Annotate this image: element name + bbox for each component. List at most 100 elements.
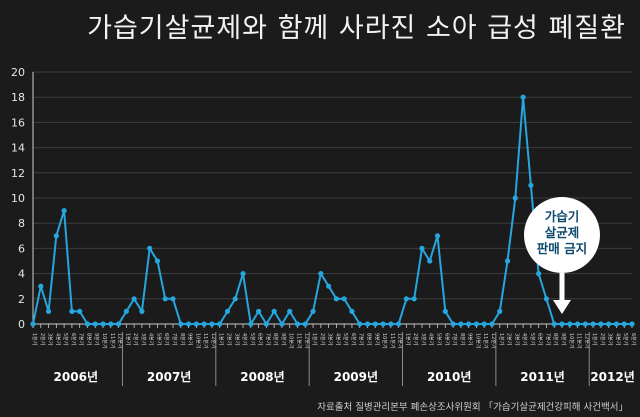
- x-month-label: 1분기: [311, 333, 318, 345]
- x-month-label: 5분기: [342, 333, 349, 345]
- data-point: [108, 321, 114, 327]
- data-point: [217, 321, 223, 327]
- x-month-label: 9분기: [560, 333, 567, 345]
- data-point: [115, 321, 122, 327]
- x-month-label: 5분기: [155, 333, 162, 345]
- x-month-label: 11분기: [576, 333, 583, 349]
- x-month-label: 2분기: [319, 333, 326, 345]
- x-month-label: 7분기: [78, 333, 85, 345]
- data-point: [38, 283, 44, 289]
- x-month-label: 10분기: [288, 333, 295, 349]
- data-point: [357, 321, 363, 327]
- x-month-label: 1분기: [124, 333, 131, 345]
- data-point: [341, 296, 347, 302]
- x-month-label: 3분기: [233, 333, 240, 345]
- data-point: [613, 321, 620, 327]
- data-point: [473, 321, 480, 327]
- data-point: [396, 321, 402, 327]
- data-point: [543, 296, 550, 302]
- x-month-label: 9분기: [373, 333, 380, 345]
- data-point: [458, 321, 464, 327]
- data-point: [403, 296, 410, 302]
- x-month-label: 7분기: [264, 333, 271, 345]
- data-point: [512, 195, 518, 201]
- data-point: [287, 308, 293, 314]
- data-point: [582, 321, 588, 327]
- data-point: [201, 321, 207, 327]
- x-month-label: 10분기: [568, 333, 575, 349]
- y-tick-label: 10: [11, 192, 25, 205]
- source-note: 자료출처 질병관리본부 폐손상조사위원회 「가습기살균제건강피해 사건백서」: [317, 402, 628, 413]
- y-tick-label: 12: [11, 167, 25, 180]
- x-month-label: 1분기: [218, 333, 225, 345]
- x-month-label: 7분기: [544, 333, 551, 345]
- x-month-label: 1분기: [404, 333, 411, 345]
- x-month-label: 8분기: [272, 333, 279, 345]
- x-month-label: 4분기: [521, 333, 528, 345]
- x-month-label: 3분기: [513, 333, 520, 345]
- data-point: [61, 208, 67, 214]
- y-tick-label: 0: [18, 318, 25, 331]
- year-label: 2010년: [427, 370, 471, 384]
- data-point: [178, 321, 184, 327]
- data-point: [30, 321, 36, 327]
- data-point: [45, 308, 52, 314]
- chart-title: 가습기살균제와 함께 사라진 소아 급성 폐질환: [87, 13, 626, 44]
- x-month-label: 10분기: [381, 333, 388, 349]
- data-point: [372, 321, 378, 327]
- x-month-label: 9분기: [187, 333, 194, 345]
- x-month-label: 12분기: [490, 333, 497, 349]
- y-tick-label: 2: [18, 293, 25, 306]
- data-point: [131, 296, 137, 302]
- x-month-label: 9분기: [93, 333, 100, 345]
- x-month-label: 10분기: [474, 333, 481, 349]
- x-month-label: 10분기: [194, 333, 201, 349]
- annotation-text: 살균제: [545, 225, 580, 240]
- x-month-label: 4분기: [148, 333, 155, 345]
- x-month-label: 6분기: [257, 333, 264, 345]
- data-point: [326, 283, 332, 289]
- x-month-label: 3분기: [47, 333, 54, 345]
- data-point: [154, 258, 161, 264]
- data-point: [590, 321, 596, 327]
- x-month-label: 8분기: [459, 333, 466, 345]
- x-month-label: 3분기: [140, 333, 147, 345]
- data-point: [434, 233, 441, 239]
- x-month-label: 11분기: [295, 333, 302, 349]
- year-label: 2009년: [334, 370, 378, 384]
- data-point: [520, 94, 526, 100]
- x-month-label: 12분기: [583, 333, 590, 349]
- data-point: [263, 321, 269, 327]
- year-label: 2008년: [240, 370, 284, 384]
- x-month-label: 2분기: [599, 333, 606, 345]
- annotation-arrow-head: [552, 300, 571, 314]
- data-point: [559, 321, 565, 327]
- data-point: [411, 296, 417, 302]
- x-month-label: 6분기: [70, 333, 77, 345]
- data-point: [528, 182, 534, 188]
- data-point: [248, 321, 254, 327]
- data-point: [53, 233, 59, 239]
- x-month-label: 8분기: [366, 333, 373, 345]
- data-point: [92, 321, 98, 327]
- data-point: [621, 321, 627, 327]
- data-point: [139, 308, 145, 314]
- data-point: [349, 308, 355, 314]
- x-month-label: 6분기: [630, 333, 637, 345]
- x-month-label: 6분기: [350, 333, 357, 345]
- x-month-label: 12분기: [397, 333, 404, 349]
- data-point: [279, 321, 285, 327]
- x-month-label: 2분기: [39, 333, 46, 345]
- data-point: [100, 321, 106, 327]
- year-label: 2011년: [520, 370, 564, 384]
- x-month-label: 10분기: [101, 333, 108, 349]
- x-month-label: 6분기: [163, 333, 170, 345]
- year-label: 2007년: [147, 370, 191, 384]
- x-month-label: 3분기: [420, 333, 427, 345]
- y-tick-label: 8: [18, 217, 25, 230]
- x-month-label: 3분기: [607, 333, 614, 345]
- data-point: [123, 308, 129, 314]
- x-month-label: 2분기: [412, 333, 419, 345]
